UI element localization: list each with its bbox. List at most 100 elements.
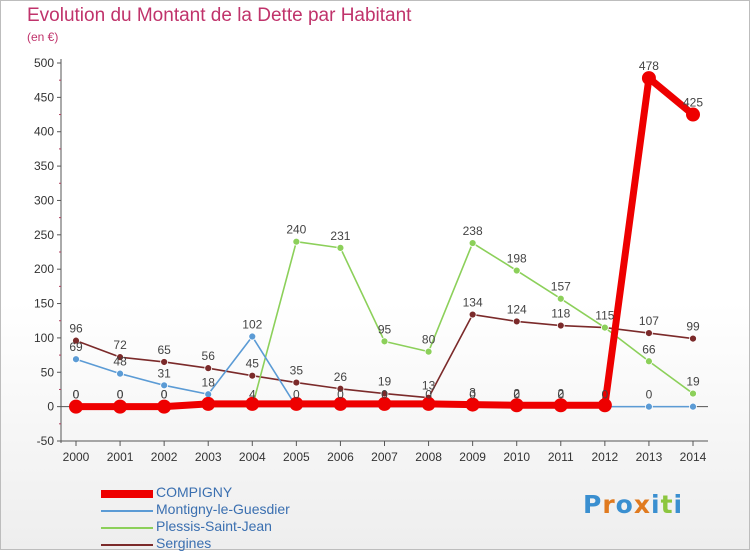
data-label: 478: [639, 59, 659, 73]
data-label: 65: [157, 343, 171, 357]
data-point-3: [689, 334, 697, 343]
x-tick-label: 2010: [503, 450, 530, 464]
data-point-0: [157, 399, 172, 414]
x-tick-label: 2014: [680, 450, 707, 464]
data-label: 0: [117, 388, 124, 402]
data-label: 0: [293, 388, 300, 402]
data-point-0: [597, 398, 612, 413]
data-label: 0: [513, 388, 520, 402]
data-point-3: [468, 310, 477, 319]
logo-letter: t: [660, 490, 674, 519]
data-label: 31: [157, 366, 171, 380]
data-label: 2: [557, 386, 564, 400]
data-point-3: [72, 336, 80, 345]
x-tick-label: 2002: [151, 450, 178, 464]
data-point-0: [465, 397, 480, 412]
data-label: 0: [161, 388, 168, 402]
y-tick-label: -50: [37, 434, 55, 448]
data-point-0: [553, 398, 568, 413]
data-point-1: [645, 402, 653, 411]
data-point-2: [645, 357, 653, 366]
data-label: 107: [639, 314, 659, 328]
data-point-3: [116, 353, 124, 362]
data-label: 0: [646, 388, 653, 402]
data-label: 18: [202, 375, 216, 389]
y-tick-label: 200: [34, 262, 54, 276]
data-label: 69: [69, 340, 83, 354]
series-line-0: [76, 74, 696, 411]
data-point-0: [113, 399, 128, 414]
data-label: 115: [595, 309, 614, 323]
data-point-3: [292, 378, 301, 387]
y-tick-label: 500: [34, 56, 54, 70]
legend-swatch: [101, 544, 153, 546]
logo-letter: i: [651, 490, 661, 519]
data-point-3: [556, 321, 565, 330]
x-tick-label: 2000: [63, 450, 90, 464]
x-tick-label: 2009: [459, 450, 486, 464]
data-label: 13: [422, 379, 436, 393]
legend-label: COMPIGNY: [156, 484, 233, 500]
x-tick-label: 2006: [327, 450, 354, 464]
y-tick-label: 450: [34, 90, 54, 104]
data-point-0: [289, 396, 304, 411]
y-tick-label: 350: [34, 159, 54, 173]
data-label: 0: [73, 388, 80, 402]
data-point-3: [512, 317, 521, 326]
y-tick-label: 100: [34, 331, 54, 345]
logo-letter: P: [583, 490, 603, 519]
data-label: 72: [113, 338, 127, 352]
data-label: 134: [463, 296, 483, 310]
data-label: 0: [73, 388, 80, 402]
data-label: 198: [507, 252, 527, 266]
data-point-1: [116, 369, 124, 378]
data-point-1: [160, 381, 169, 390]
data-label: 45: [246, 357, 260, 371]
data-label: 35: [290, 364, 304, 378]
y-tick-label: 250: [34, 228, 54, 242]
data-label: 80: [422, 333, 436, 347]
data-label: 240: [286, 223, 306, 237]
legend-label: Sergines: [156, 535, 212, 551]
chart-title: Evolution du Montant de la Dette par Hab…: [27, 5, 412, 26]
data-point-0: [686, 107, 700, 122]
data-point-0: [509, 398, 524, 413]
data-point-0: [377, 396, 392, 411]
data-label: 0: [425, 388, 432, 402]
data-label: 0: [557, 388, 564, 402]
data-label: 0: [469, 388, 476, 402]
data-point-3: [160, 358, 169, 366]
legend-swatch: [101, 527, 153, 529]
proxiti-logo: Proxiti: [583, 490, 683, 519]
data-label: 0: [381, 388, 388, 402]
data-label: 3: [469, 386, 476, 400]
chart-unit-label: (en €): [27, 30, 59, 44]
data-label: 66: [642, 342, 656, 356]
data-label: 238: [463, 224, 483, 238]
data-label: 48: [113, 355, 127, 369]
data-label: 157: [551, 280, 571, 294]
data-label: 19: [378, 375, 392, 389]
data-point-2: [512, 266, 521, 275]
x-tick-label: 2005: [283, 450, 310, 464]
data-point-1: [689, 402, 697, 411]
x-tick-label: 2013: [636, 450, 663, 464]
data-point-1: [204, 390, 213, 399]
data-point-2: [292, 237, 301, 246]
data-label: 118: [551, 307, 570, 321]
data-point-0: [201, 396, 216, 411]
x-tick-label: 2007: [371, 450, 398, 464]
logo-letter: i: [673, 490, 684, 519]
y-tick-label: 400: [34, 125, 54, 139]
x-tick-label: 2004: [239, 450, 266, 464]
data-label: 99: [686, 320, 700, 334]
x-tick-label: 2003: [195, 450, 222, 464]
data-point-0: [69, 399, 83, 414]
data-label: 0: [337, 388, 344, 402]
y-tick-label: 300: [34, 193, 54, 207]
data-point-2: [424, 347, 433, 356]
data-point-3: [248, 371, 257, 380]
x-tick-label: 2011: [548, 450, 574, 464]
